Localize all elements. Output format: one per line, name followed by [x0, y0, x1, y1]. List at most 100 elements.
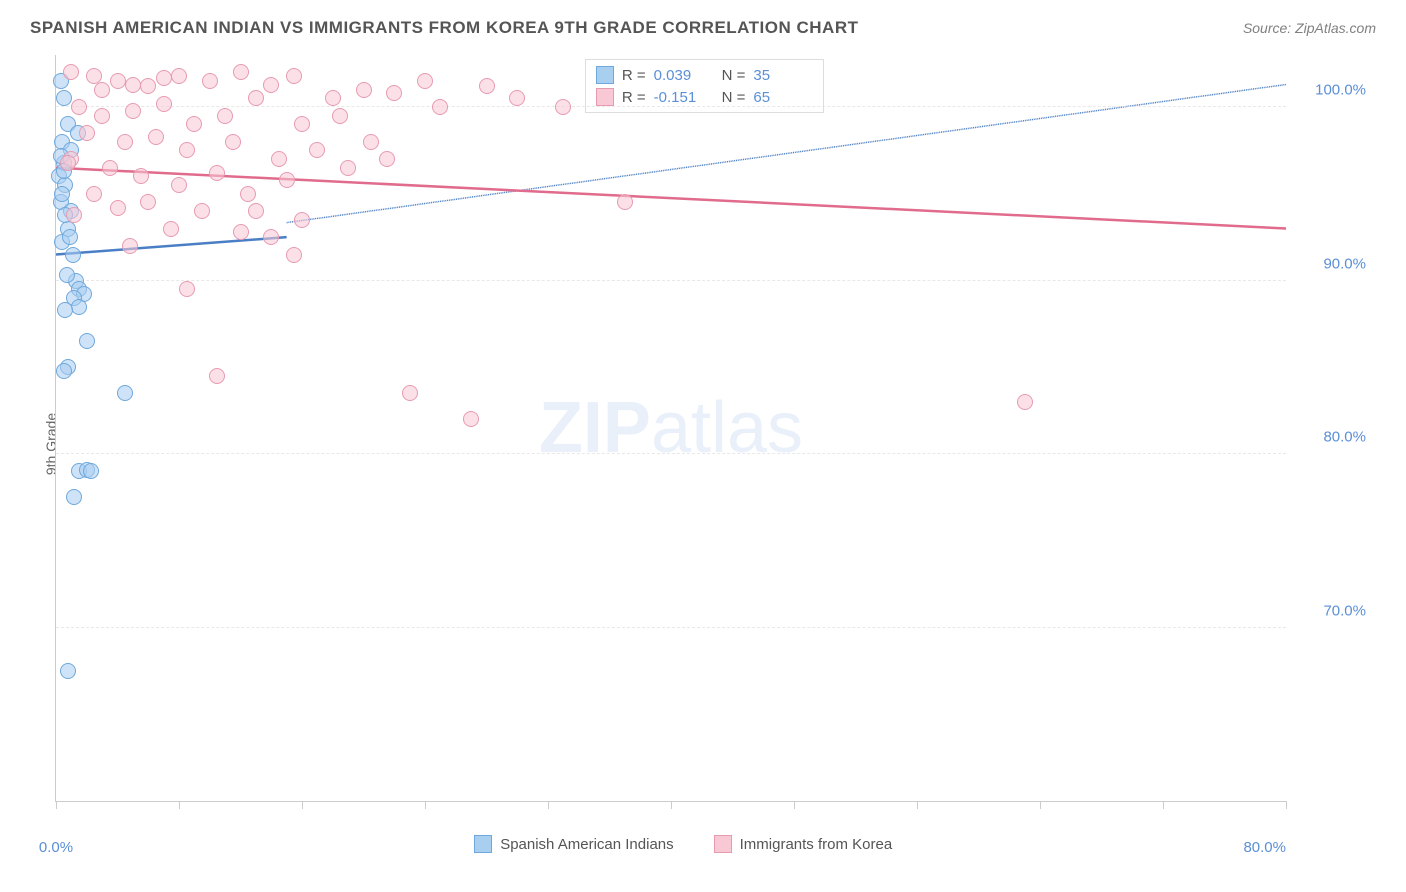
data-point [233, 64, 249, 80]
ytick-label: 90.0% [1323, 255, 1366, 272]
gridline [56, 280, 1286, 281]
data-point [79, 125, 95, 141]
data-point [71, 99, 87, 115]
plot-region: ZIPatlas R = 0.039 N = 35 R = -0.151 N =… [55, 55, 1286, 802]
data-point [133, 168, 149, 184]
data-point [60, 155, 76, 171]
swatch-a-icon [474, 835, 492, 853]
data-point [417, 73, 433, 89]
xtick-label: 80.0% [1243, 839, 1286, 856]
data-point [356, 82, 372, 98]
xtick [548, 801, 549, 809]
source-attribution: Source: ZipAtlas.com [1243, 20, 1376, 36]
gridline [56, 453, 1286, 454]
data-point [117, 385, 133, 401]
trend-lines-svg [56, 55, 1286, 801]
chart-header: SPANISH AMERICAN INDIAN VS IMMIGRANTS FR… [0, 0, 1406, 48]
data-point [1017, 394, 1033, 410]
data-point [102, 160, 118, 176]
data-point [125, 103, 141, 119]
legend-label-a: Spanish American Indians [500, 836, 673, 853]
data-point [171, 177, 187, 193]
data-point [332, 108, 348, 124]
data-point [156, 96, 172, 112]
data-point [140, 78, 156, 94]
data-point [263, 229, 279, 245]
data-point [94, 108, 110, 124]
data-point [66, 489, 82, 505]
swatch-series-a [596, 66, 614, 84]
series-legend: Spanish American Indians Immigrants from… [474, 835, 892, 853]
gridline [56, 627, 1286, 628]
data-point [179, 142, 195, 158]
data-point [71, 299, 87, 315]
xtick [671, 801, 672, 809]
xtick [794, 801, 795, 809]
data-point [186, 116, 202, 132]
data-point [463, 411, 479, 427]
xtick [1163, 801, 1164, 809]
chart-area: 9th Grade ZIPatlas R = 0.039 N = 35 R = … [50, 55, 1386, 832]
data-point [432, 99, 448, 115]
data-point [94, 82, 110, 98]
legend-row-b: R = -0.151 N = 65 [596, 86, 814, 108]
legend-label-b: Immigrants from Korea [740, 836, 893, 853]
swatch-b-icon [714, 835, 732, 853]
data-point [309, 142, 325, 158]
data-point [555, 99, 571, 115]
data-point [248, 90, 264, 106]
data-point [66, 207, 82, 223]
data-point [209, 368, 225, 384]
chart-title: SPANISH AMERICAN INDIAN VS IMMIGRANTS FR… [30, 18, 859, 38]
data-point [125, 77, 141, 93]
data-point [59, 267, 75, 283]
data-point [479, 78, 495, 94]
data-point [163, 221, 179, 237]
data-point [56, 90, 72, 106]
data-point [63, 64, 79, 80]
r-value-a: 0.039 [654, 67, 714, 84]
data-point [286, 247, 302, 263]
data-point [363, 134, 379, 150]
xtick [1286, 801, 1287, 809]
xtick [425, 801, 426, 809]
data-point [62, 229, 78, 245]
legend-item-a: Spanish American Indians [474, 835, 673, 853]
xtick-label: 0.0% [39, 839, 73, 856]
data-point [617, 194, 633, 210]
r-label-a: R = [622, 67, 646, 84]
data-point [325, 90, 341, 106]
r-value-b: -0.151 [654, 89, 714, 106]
xtick [179, 801, 180, 809]
data-point [60, 663, 76, 679]
data-point [286, 68, 302, 84]
data-point [379, 151, 395, 167]
data-point [263, 77, 279, 93]
data-point [294, 212, 310, 228]
data-point [202, 73, 218, 89]
legend-row-a: R = 0.039 N = 35 [596, 64, 814, 86]
data-point [248, 203, 264, 219]
n-label-b: N = [722, 89, 746, 106]
r-label-b: R = [622, 89, 646, 106]
data-point [140, 194, 156, 210]
data-point [57, 302, 73, 318]
ytick-label: 100.0% [1315, 82, 1366, 99]
data-point [402, 385, 418, 401]
data-point [271, 151, 287, 167]
ytick-label: 80.0% [1323, 429, 1366, 446]
data-point [509, 90, 525, 106]
n-value-a: 35 [753, 67, 813, 84]
n-value-b: 65 [753, 89, 813, 106]
n-label-a: N = [722, 67, 746, 84]
data-point [110, 73, 126, 89]
data-point [233, 224, 249, 240]
data-point [386, 85, 402, 101]
xtick [1040, 801, 1041, 809]
data-point [86, 186, 102, 202]
data-point [217, 108, 233, 124]
xtick [56, 801, 57, 809]
data-point [65, 247, 81, 263]
data-point [209, 165, 225, 181]
ytick-label: 70.0% [1323, 602, 1366, 619]
